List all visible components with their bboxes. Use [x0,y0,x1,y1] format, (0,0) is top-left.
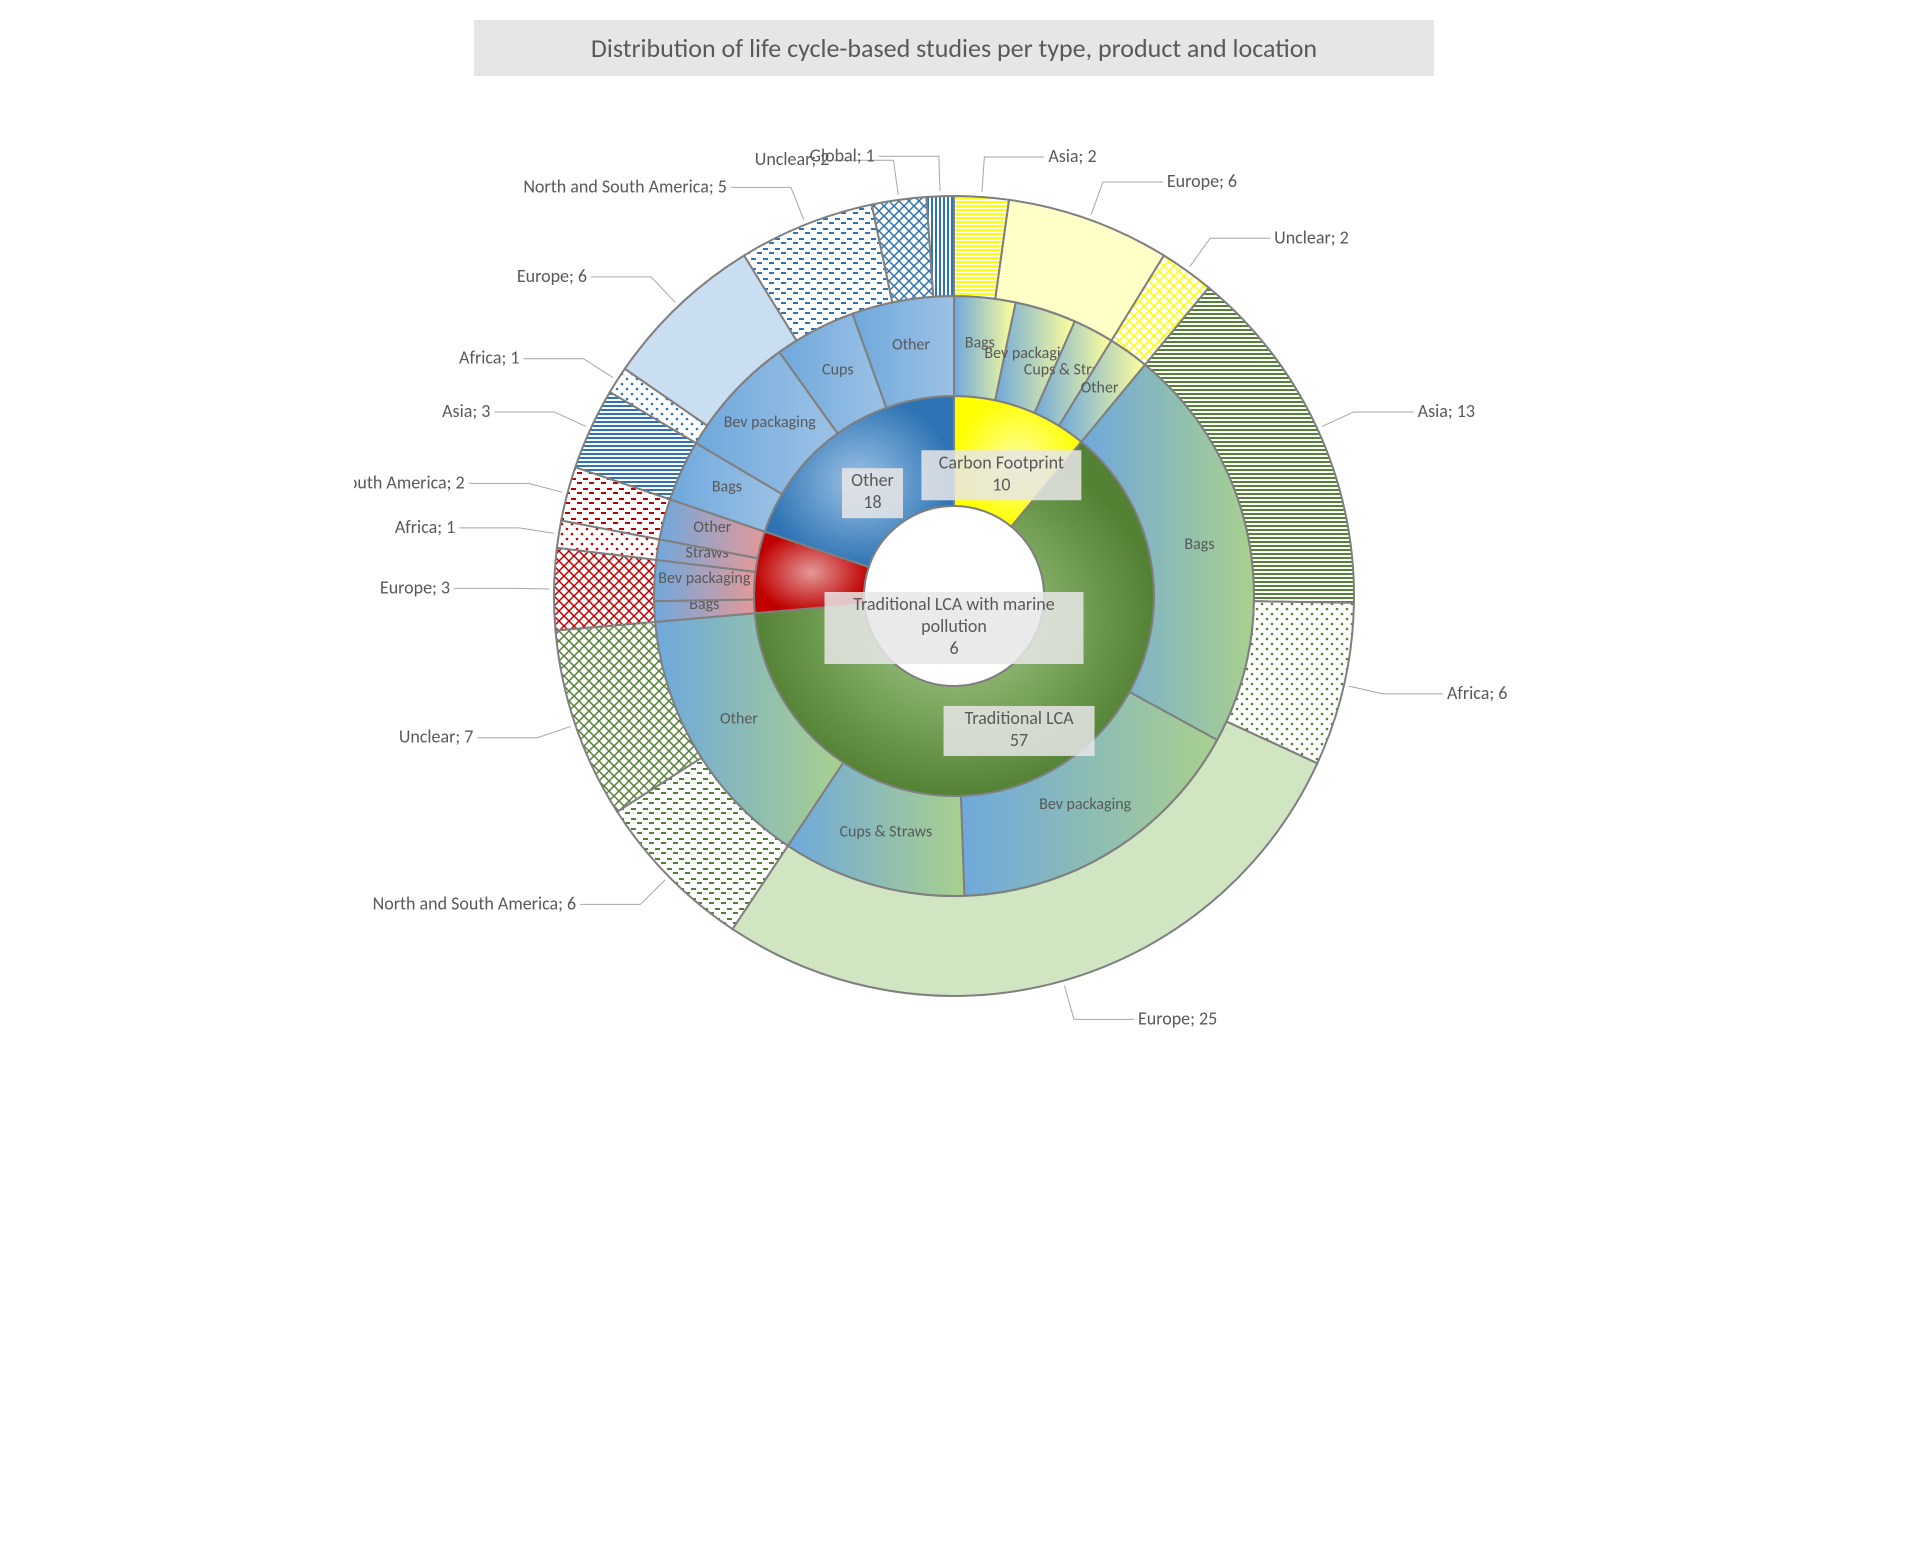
callout-line [1322,412,1414,427]
callout-line [731,187,804,220]
chart-container: Distribution of life cycle-based studies… [354,20,1554,1020]
callout-line [1190,238,1270,266]
inner-label: Carbon Footprint [939,451,1064,473]
callout-line [1064,986,1134,1020]
callout-line [879,156,940,191]
chart-title: Distribution of life cycle-based studies… [474,20,1434,76]
callout-label: North and South America; 6 [373,892,577,914]
callout-label: Europe; 6 [517,265,587,287]
callout-line [494,412,586,427]
middle-label: Other [1081,379,1119,398]
callout-label: Africa; 1 [395,516,455,538]
callout-line [1091,182,1163,215]
callout-label: North and South America; 2 [354,471,465,493]
callout-label: Asia; 3 [442,400,490,422]
middle-label: Other [720,709,758,728]
callout-label: Asia; 13 [1418,400,1475,422]
inner-label: 10 [992,473,1010,495]
middle-label: Cups & Straws [839,823,932,842]
sunburst-chart: Bags Bev packaging Cups & Straws Other Bags B… [354,96,1554,1096]
callout-label: Europe; 6 [1167,170,1237,192]
callout-label: Unclear; 2 [1274,226,1349,248]
callout-label: Africa; 6 [1447,682,1507,704]
inner-label: 18 [863,491,881,513]
middle-label: Bev packaging [1039,795,1132,814]
callout-label: Global; 1 [810,144,875,166]
inner-label: 57 [1010,729,1028,751]
callout-line [580,880,665,905]
callout-label: North and South America; 5 [523,175,727,197]
inner-label: Traditional LCA with marine [853,593,1054,615]
middle-label: Bags [1184,535,1214,554]
callout-label: Europe; 25 [1138,1007,1217,1029]
callout-line [1349,686,1443,694]
callout-label: Asia; 2 [1048,145,1096,167]
callout-line [591,277,675,302]
callout-line [454,588,549,589]
callout-label: Europe; 3 [380,576,450,598]
inner-label: pollution [921,615,987,637]
callout-line [477,726,570,737]
callout-label: Unclear; 7 [399,726,474,748]
callout-line [982,157,1044,192]
callout-line [469,483,563,492]
middle-label: Bev packaging [724,413,817,432]
middle-label: Bags [712,477,742,496]
middle-label: Other [693,518,731,537]
inner-label: Other [851,469,894,491]
callout-line [459,528,554,533]
middle-label: Cups [822,361,854,380]
middle-label: Other [892,336,930,355]
callout-line [523,359,612,378]
outer-marine-Europe; 3 [554,548,656,631]
callout-label: Africa; 1 [459,347,519,369]
middle-label: Bev packaging [658,569,751,588]
inner-label: 6 [949,637,958,659]
inner-label: Traditional LCA [965,707,1075,729]
